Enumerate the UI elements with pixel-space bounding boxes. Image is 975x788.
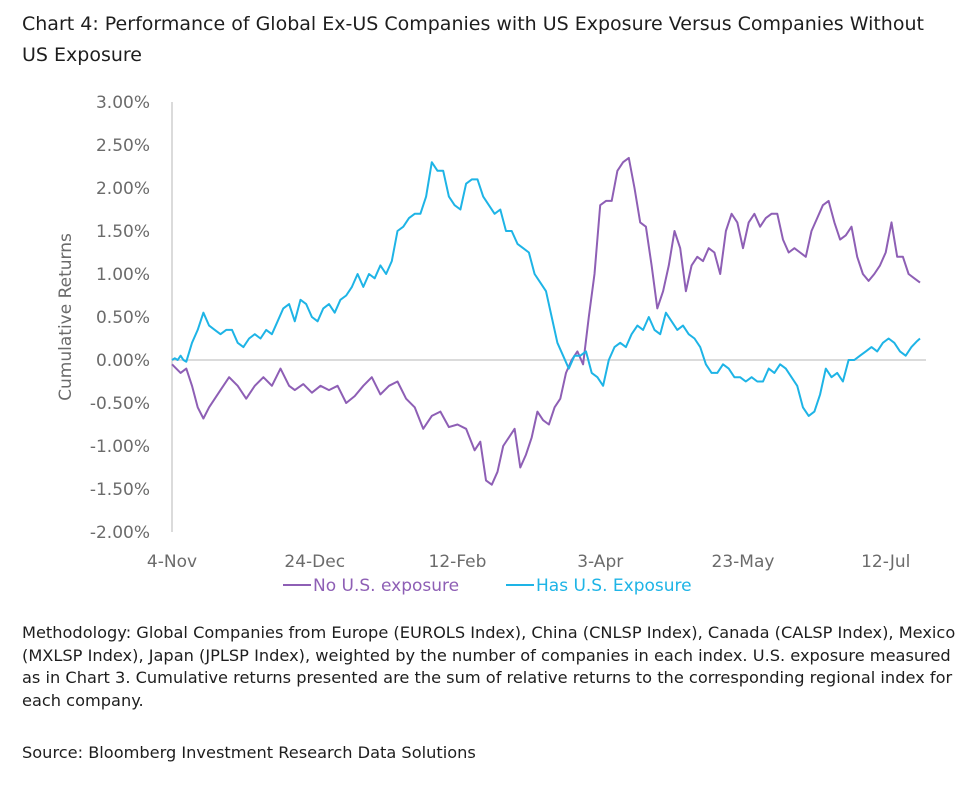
series-line-no-us-exposure <box>171 156 921 486</box>
y-tick-label: 0.00% <box>96 351 150 371</box>
chart-area: 3.00% 2.50% 2.00% 1.50% 1.00% 0.50% 0.00% -0.50… <box>56 93 926 596</box>
y-tick-label: 1.00% <box>96 265 150 285</box>
y-tick-label: 2.50% <box>96 136 150 156</box>
x-tick-label: 24-Dec <box>284 552 345 572</box>
legend-label-has-us-exposure: Has U.S. Exposure <box>536 576 692 596</box>
y-tick-label: 2.00% <box>96 179 150 199</box>
y-axis-title: Cumulative Returns <box>56 233 76 401</box>
x-tick-label: 23-May <box>712 552 775 572</box>
series-line-has-us-exposure <box>171 161 921 417</box>
y-tick-label: -0.50% <box>90 394 150 414</box>
y-tick-label: 1.50% <box>96 222 150 242</box>
x-tick-label: 12-Feb <box>429 552 487 572</box>
x-tick-label: 4-Nov <box>147 552 197 572</box>
methodology-note: Methodology: Global Companies from Europ… <box>22 623 956 710</box>
y-tick-label: 3.00% <box>96 93 150 113</box>
chart-title: Chart 4: Performance of Global Ex-US Com… <box>22 13 924 66</box>
x-tick-label: 12-Jul <box>861 552 910 572</box>
legend-label-no-us-exposure: No U.S. exposure <box>313 576 459 596</box>
y-tick-label: -2.00% <box>90 523 150 543</box>
x-tick-label: 3-Apr <box>577 552 623 572</box>
source-note: Source: Bloomberg Investment Research Da… <box>22 743 476 762</box>
y-tick-label: 0.50% <box>96 308 150 328</box>
y-tick-label: -1.00% <box>90 437 150 457</box>
y-tick-label: -1.50% <box>90 480 150 500</box>
